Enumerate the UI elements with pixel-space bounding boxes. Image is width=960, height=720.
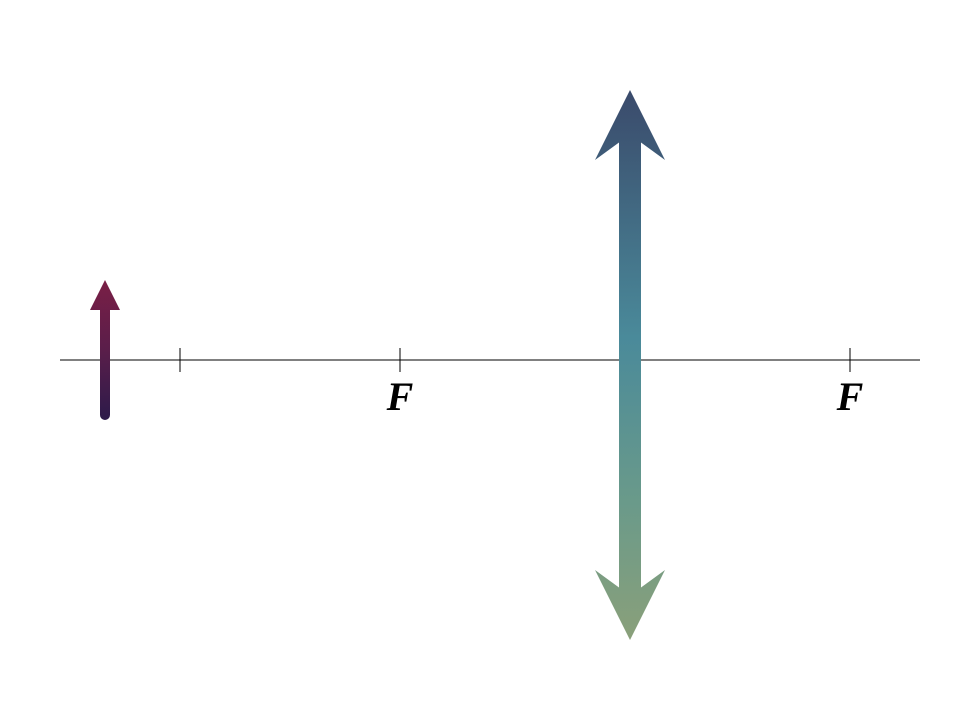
focal-label-right: F: [836, 374, 864, 419]
optics-diagram: F F: [0, 0, 960, 720]
focal-label-left: F: [386, 374, 414, 419]
object-arrow: [90, 280, 120, 420]
lens-double-arrow: [595, 90, 665, 640]
